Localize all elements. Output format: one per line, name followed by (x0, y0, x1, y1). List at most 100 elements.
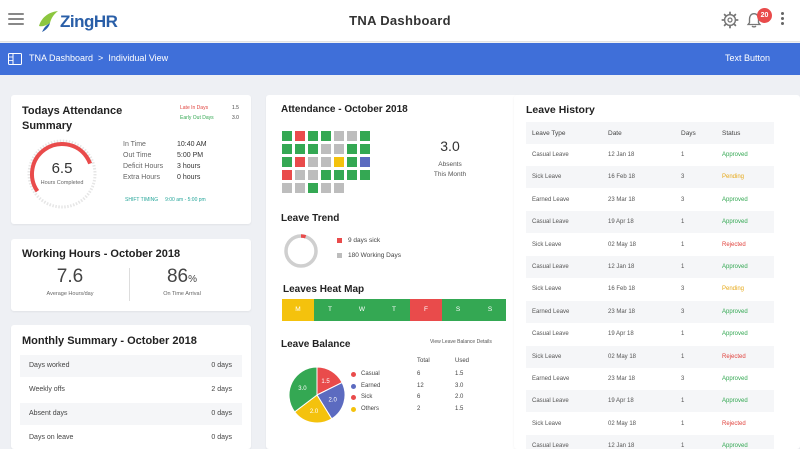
calendar-day-cell[interactable] (308, 170, 318, 180)
cell-days: 1 (681, 398, 685, 405)
text-button[interactable]: Text Button (724, 53, 770, 63)
calendar-day-cell[interactable] (295, 131, 305, 141)
attendance-summary-title: Todays Attendance Summary (22, 105, 123, 132)
cell-date: 12 Jan 18 (608, 443, 635, 449)
hours-completed-arc (30, 142, 94, 206)
calendar-day-cell[interactable] (308, 144, 318, 154)
calendar-day-cell[interactable] (282, 157, 292, 167)
pie-slice[interactable] (293, 394, 333, 424)
breadcrumb-item-tna-dashboard[interactable]: TNA Dashboard (29, 53, 94, 63)
calendar-day-cell[interactable] (282, 131, 292, 141)
cell-days: 3 (681, 196, 685, 203)
calendar-day-cell[interactable] (360, 144, 370, 154)
table-row[interactable]: Casual Leave 12 Jan 18 1 Approved (526, 435, 774, 449)
table-row[interactable]: Sick Leave 16 Feb 18 3 Pending (526, 278, 774, 300)
zinghr-logo[interactable]: ZingHR (36, 8, 126, 34)
bell-icon[interactable] (745, 11, 763, 29)
calendar-day-cell[interactable] (360, 131, 370, 141)
calendar-day-cell[interactable] (321, 144, 331, 154)
calendar-day-cell[interactable] (282, 170, 292, 180)
more-vertical-icon[interactable] (781, 12, 785, 28)
deficit-hours-row: Deficit Hours 3 hours (123, 163, 200, 170)
average-hours-value: 7.6 (56, 266, 84, 287)
leave-trend-legend-working: 180 Working Days (337, 252, 401, 259)
dashboard-grid-icon[interactable] (8, 52, 22, 66)
pie-slice-label: 2.0 (328, 397, 337, 403)
calendar-day-cell[interactable] (308, 157, 318, 167)
leave-used-value: 1.5 (455, 405, 464, 412)
calendar-day-cell[interactable] (282, 144, 292, 154)
table-row[interactable]: Earned Leave 23 Mar 18 3 Approved (526, 368, 774, 390)
calendar-day-cell[interactable] (321, 170, 331, 180)
table-row[interactable]: Sick Leave 02 May 18 1 Rejected (526, 345, 774, 368)
calendar-day-cell[interactable] (334, 170, 344, 180)
table-row[interactable]: Casual Leave 19 Apr 18 1 Approved (526, 390, 774, 413)
calendar-day-cell[interactable] (347, 170, 357, 180)
table-row[interactable]: Sick Leave 16 Feb 18 3 Pending (526, 166, 774, 189)
view-leave-balance-link[interactable]: View Leave Balance Details (430, 339, 492, 345)
absents-label-line1: Absents (438, 161, 462, 168)
column-header-leave-type[interactable]: Leave Type (532, 130, 566, 137)
heat-map-day-cell: M (282, 299, 314, 321)
calendar-day-cell[interactable] (321, 183, 331, 193)
logo-text: ZingHR (60, 12, 118, 31)
table-row[interactable]: Casual Leave 12 Jan 18 1 Approved (526, 144, 774, 166)
calendar-day-cell[interactable] (334, 157, 344, 167)
calendar-day-cell[interactable] (334, 144, 344, 154)
extra-hours-value: 0 hours (177, 174, 201, 181)
calendar-day-cell[interactable] (360, 157, 370, 167)
cell-days: 1 (681, 443, 685, 449)
cell-type: Sick Leave (532, 286, 562, 293)
late-in-days-value: 1.5 (232, 105, 239, 111)
deficit-hours-value: 3 hours (177, 163, 201, 170)
calendar-day-cell[interactable] (282, 183, 292, 193)
calendar-day-cell[interactable] (347, 131, 357, 141)
calendar-day-cell[interactable] (360, 170, 370, 180)
table-row[interactable]: Sick Leave 02 May 18 1 Rejected (526, 234, 774, 256)
hours-completed-gauge (27, 139, 97, 209)
pie-slice[interactable] (288, 366, 318, 413)
cell-date: 23 Mar 18 (608, 308, 636, 315)
monthly-row-value: 2 days (211, 386, 232, 393)
heat-map-day-cell: W (346, 299, 378, 321)
pie-slice-label: 2.0 (310, 409, 319, 415)
table-row[interactable]: Sick Leave 02 May 18 1 Rejected (526, 413, 774, 435)
cell-date: 02 May 18 (608, 420, 637, 427)
heat-map-day-cell: F (410, 299, 442, 321)
gear-icon[interactable] (721, 11, 739, 29)
cell-date: 19 Apr 18 (608, 398, 634, 405)
table-row[interactable]: Casual Leave 12 Jan 18 1 Approved (526, 256, 774, 278)
pie-slice[interactable] (316, 381, 346, 420)
in-time-label: In Time (123, 141, 146, 148)
calendar-day-cell[interactable] (308, 183, 318, 193)
column-header-date[interactable]: Date (608, 130, 622, 137)
out-time-value: 5:00 PM (177, 152, 204, 159)
table-row[interactable]: Earned Leave 23 Mar 18 3 Approved (526, 189, 774, 211)
table-row[interactable]: Casual Leave 19 Apr 18 1 Approved (526, 323, 774, 345)
monthly-summary-title: Monthly Summary - October 2018 (22, 335, 197, 347)
calendar-day-cell[interactable] (334, 131, 344, 141)
calendar-day-cell[interactable] (347, 157, 357, 167)
calendar-day-cell[interactable] (321, 131, 331, 141)
table-row[interactable]: Casual Leave 19 Apr 18 1 Approved (526, 211, 774, 234)
calendar-day-cell[interactable] (295, 157, 305, 167)
page-title: TNA Dashboard (349, 13, 451, 28)
calendar-day-cell[interactable] (347, 144, 357, 154)
hamburger-menu-icon[interactable] (8, 13, 24, 25)
cell-status: Approved (722, 398, 748, 405)
on-time-arrival-stat: 86% (142, 266, 222, 288)
column-header-status[interactable]: Status (722, 130, 741, 137)
calendar-day-cell[interactable] (295, 144, 305, 154)
calendar-day-cell[interactable] (295, 170, 305, 180)
calendar-day-cell[interactable] (308, 131, 318, 141)
calendar-day-cell[interactable] (321, 157, 331, 167)
calendar-day-cell[interactable] (334, 183, 344, 193)
cell-days: 1 (681, 353, 685, 360)
leave-total-value: 2 (417, 405, 421, 412)
cell-days: 1 (681, 219, 685, 226)
table-row[interactable]: Earned Leave 23 Mar 18 3 Approved (526, 300, 774, 323)
calendar-day-cell[interactable] (295, 183, 305, 193)
leave-type-dot (351, 406, 356, 412)
late-in-days-label: Late In Days (180, 105, 209, 111)
column-header-days[interactable]: Days (681, 130, 696, 137)
